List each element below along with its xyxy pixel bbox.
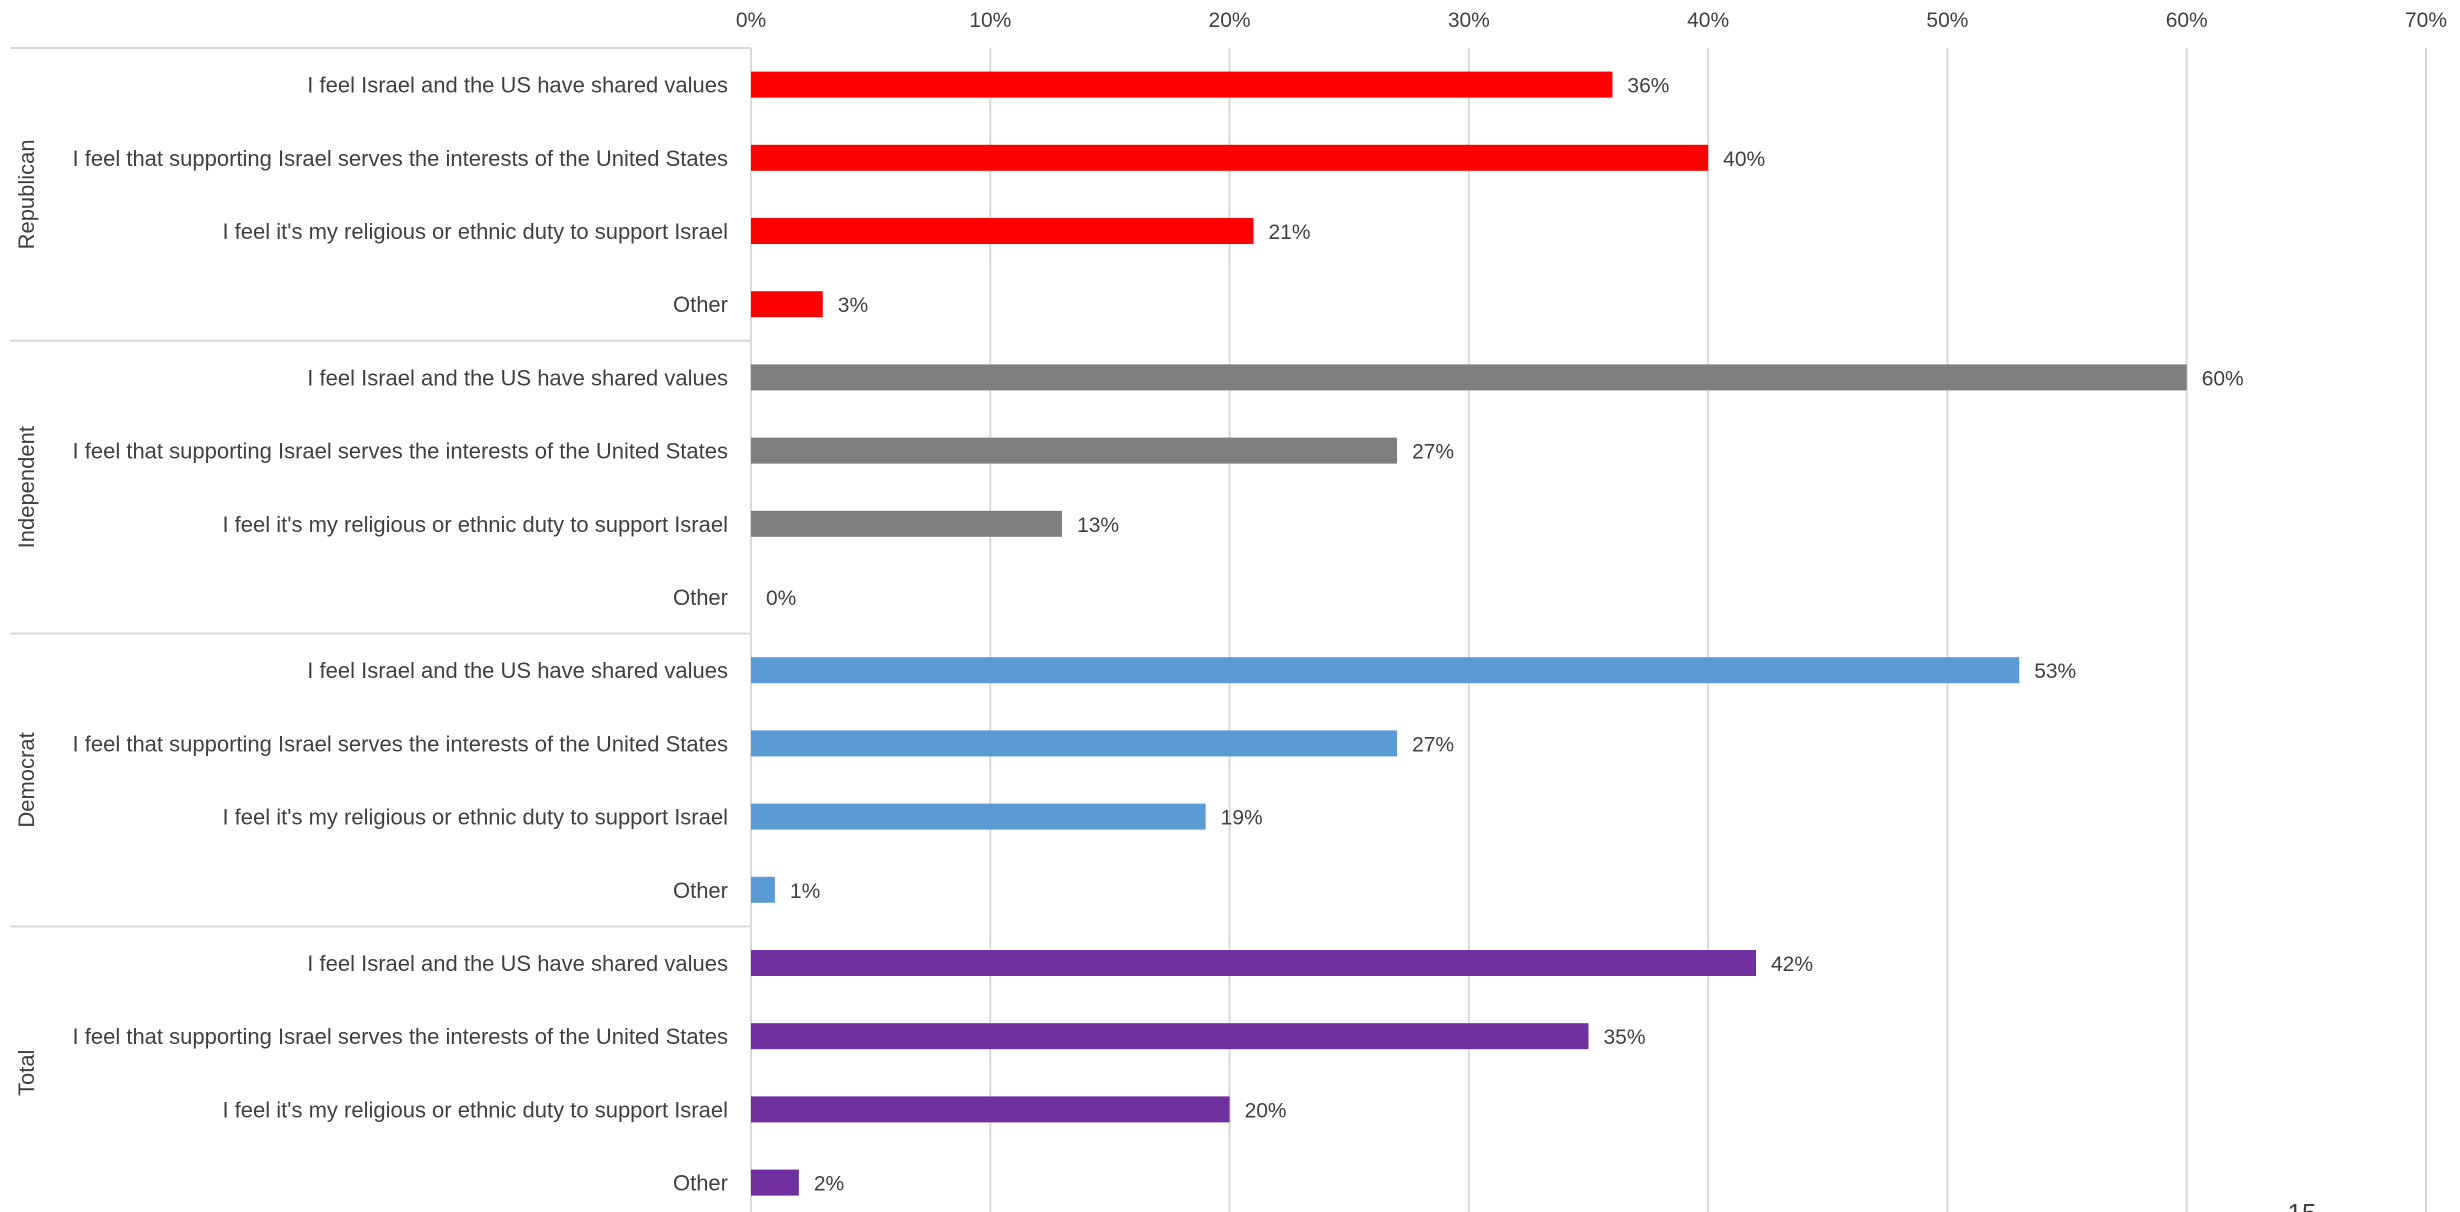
- data-label: 27%: [1412, 441, 1454, 464]
- group-label-democrat: Democrat: [14, 732, 39, 827]
- bar-total-1: [751, 1023, 1589, 1050]
- category-label: I feel it's my religious or ethnic duty …: [222, 512, 728, 537]
- x-tick-label: 50%: [1926, 9, 1968, 32]
- bar-republican-1: [751, 144, 1709, 171]
- data-label: 36%: [1627, 75, 1669, 98]
- data-label: 3%: [838, 294, 868, 317]
- bar-independent-1: [751, 437, 1398, 464]
- data-label: 60%: [2202, 367, 2244, 390]
- bar-republican-3: [751, 291, 823, 318]
- data-label: 19%: [1221, 807, 1263, 830]
- category-label: I feel that supporting Israel serves the…: [73, 1024, 728, 1049]
- data-label: 0%: [766, 587, 796, 610]
- category-label: I feel it's my religious or ethnic duty …: [222, 805, 728, 830]
- category-label: I feel Israel and the US have shared val…: [307, 658, 728, 683]
- bar-democrat-2: [751, 803, 1206, 830]
- category-label: I feel it's my religious or ethnic duty …: [222, 1097, 728, 1122]
- group-label-independent: Independent: [14, 426, 39, 548]
- category-label: Other: [673, 585, 728, 610]
- bar-democrat-0: [751, 657, 2020, 684]
- category-label: I feel it's my religious or ethnic duty …: [222, 219, 728, 244]
- data-label: 20%: [1245, 1099, 1287, 1122]
- bar-independent-0: [751, 364, 2187, 391]
- data-label: 53%: [2034, 660, 2076, 683]
- bar-democrat-1: [751, 730, 1398, 757]
- bar-democrat-3: [751, 876, 775, 903]
- group-label-total: Total: [14, 1050, 39, 1096]
- bar-independent-2: [751, 510, 1063, 537]
- data-label: 40%: [1723, 148, 1765, 171]
- data-label: 21%: [1269, 221, 1311, 244]
- x-tick-label: 30%: [1448, 9, 1490, 32]
- category-label: I feel Israel and the US have shared val…: [307, 73, 728, 98]
- data-label: 13%: [1077, 514, 1119, 537]
- bar-total-2: [751, 1096, 1230, 1123]
- data-label: 2%: [814, 1173, 844, 1196]
- data-label: 35%: [1604, 1026, 1646, 1049]
- data-label: 27%: [1412, 733, 1454, 756]
- page-number: 15: [2288, 1198, 2317, 1212]
- x-tick-label: 0%: [736, 9, 766, 32]
- category-label: I feel that supporting Israel serves the…: [73, 439, 728, 464]
- data-label: 1%: [790, 880, 820, 903]
- category-label: Other: [673, 878, 728, 903]
- bar-republican-0: [751, 71, 1613, 98]
- x-tick-label: 10%: [969, 9, 1011, 32]
- x-tick-label: 20%: [1209, 9, 1251, 32]
- category-label: I feel that supporting Israel serves the…: [73, 146, 728, 171]
- group-label-republican: Republican: [14, 139, 39, 249]
- x-tick-label: 40%: [1687, 9, 1729, 32]
- category-label: I feel Israel and the US have shared val…: [307, 951, 728, 976]
- bar-total-0: [751, 950, 1756, 976]
- x-tick-label: 60%: [2166, 9, 2208, 32]
- x-tick-label: 70%: [2405, 9, 2447, 32]
- bar-total-3: [751, 1169, 799, 1196]
- category-label: I feel Israel and the US have shared val…: [307, 365, 728, 390]
- category-label: I feel that supporting Israel serves the…: [73, 731, 728, 756]
- bar-republican-2: [751, 218, 1254, 244]
- data-label: 42%: [1771, 953, 1813, 976]
- category-label: Other: [673, 292, 728, 317]
- category-label: Other: [673, 1171, 728, 1196]
